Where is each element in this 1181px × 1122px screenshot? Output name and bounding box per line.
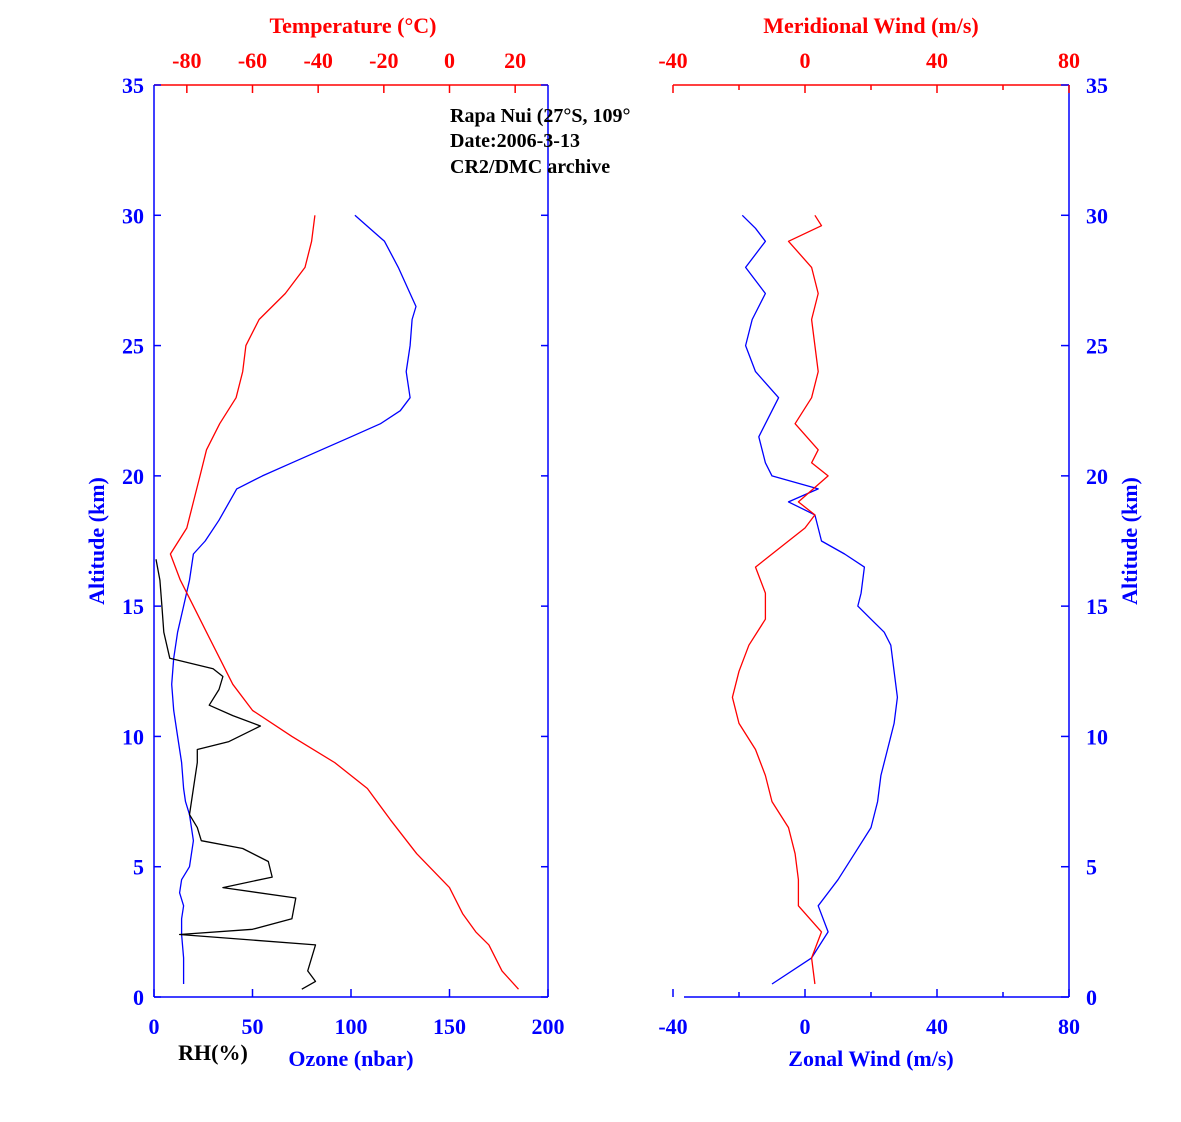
- bottom-tick-label: 50: [242, 1014, 264, 1039]
- altitude-tick-label-right: 15: [1086, 594, 1108, 619]
- bottom-tick-label: 100: [335, 1014, 368, 1039]
- altitude-tick-label-left: 35: [122, 73, 144, 98]
- top-tick-label: -40: [658, 48, 687, 73]
- top-tick-label: -40: [304, 48, 333, 73]
- altitude-tick-label-left: 25: [122, 334, 144, 359]
- altitude-tick-label-left: 10: [122, 724, 144, 749]
- altitude-tick-label-left: 0: [133, 985, 144, 1010]
- bottom-tick-label: 80: [1058, 1014, 1080, 1039]
- top-tick-label: 80: [1058, 48, 1080, 73]
- meridional-wind-axis-ticks: -40 0 40 80: [658, 48, 1080, 93]
- annotation-station: Rapa Nui (27°S, 109°: [450, 105, 630, 127]
- right-altitude-ticks: 0 5 10 15 20 25 30 35: [1061, 73, 1108, 1010]
- meridional-wind-axis-label: Meridional Wind (m/s): [763, 13, 979, 38]
- top-tick-label: 0: [800, 48, 811, 73]
- bottom-tick-label: 0: [149, 1014, 160, 1039]
- rh-line: [155, 559, 317, 990]
- altitude-axis-label-right: Altitude (km): [1117, 477, 1142, 605]
- bottom-tick-label: 40: [926, 1014, 948, 1039]
- altitude-tick-label-right: 0: [1086, 985, 1097, 1010]
- bottom-tick-label: 200: [532, 1014, 565, 1039]
- altitude-tick-label-right: 5: [1086, 855, 1097, 880]
- ozone-nbar-line: [171, 214, 417, 984]
- zonal-wind-m-s-line: [741, 214, 899, 985]
- zonal-wind-axis-ticks: -40 0 40 80: [658, 989, 1080, 1039]
- ozone-axis-ticks: 0 50 100 150 200: [149, 989, 565, 1039]
- altitude-axis-label-left: Altitude (km): [84, 477, 109, 605]
- altitude-tick-label-right: 10: [1086, 724, 1108, 749]
- altitude-tick-label-right: 20: [1086, 464, 1108, 489]
- zonal-wind-axis-label: Zonal Wind (m/s): [788, 1046, 953, 1071]
- bottom-tick-label: 0: [800, 1014, 811, 1039]
- ozone-axis-label: Ozone (nbar): [288, 1046, 413, 1071]
- altitude-tick-label-right: 35: [1086, 73, 1108, 98]
- right-panel: 0 5 10 15 20 25 30 35 -40 0 40 80 -40 0 40 80 Altitud…: [658, 13, 1142, 1071]
- left-altitude-ticks: 0 5 10 15 20 25 30 35: [122, 73, 548, 1010]
- temperature-c-line: [169, 215, 519, 990]
- bottom-tick-label: -40: [658, 1014, 687, 1039]
- altitude-tick-label-left: 5: [133, 855, 144, 880]
- annotation-archive: CR2/DMC archive: [450, 156, 610, 178]
- altitude-tick-label-left: 30: [122, 203, 144, 228]
- meridional-wind-m-s-line: [731, 214, 829, 985]
- top-tick-label: 20: [504, 48, 526, 73]
- altitude-tick-label-right: 30: [1086, 203, 1108, 228]
- temperature-axis-label: Temperature (°C): [269, 13, 436, 38]
- top-tick-label: 40: [926, 48, 948, 73]
- left-panel-series: [155, 214, 519, 990]
- top-tick-label: -20: [369, 48, 398, 73]
- temperature-axis-ticks: -80 -60 -40 -20 0 20: [172, 48, 526, 93]
- right-panel-series: [731, 214, 899, 985]
- top-tick-label: 0: [444, 48, 455, 73]
- rh-axis-label: RH(%): [178, 1040, 248, 1065]
- bottom-tick-label: 150: [433, 1014, 466, 1039]
- top-tick-label: -80: [172, 48, 201, 73]
- top-tick-label: -60: [238, 48, 267, 73]
- altitude-tick-label-right: 25: [1086, 334, 1108, 359]
- altitude-tick-label-left: 20: [122, 464, 144, 489]
- annotation-date: Date:2006-3-13: [450, 130, 580, 152]
- altitude-tick-label-left: 15: [122, 594, 144, 619]
